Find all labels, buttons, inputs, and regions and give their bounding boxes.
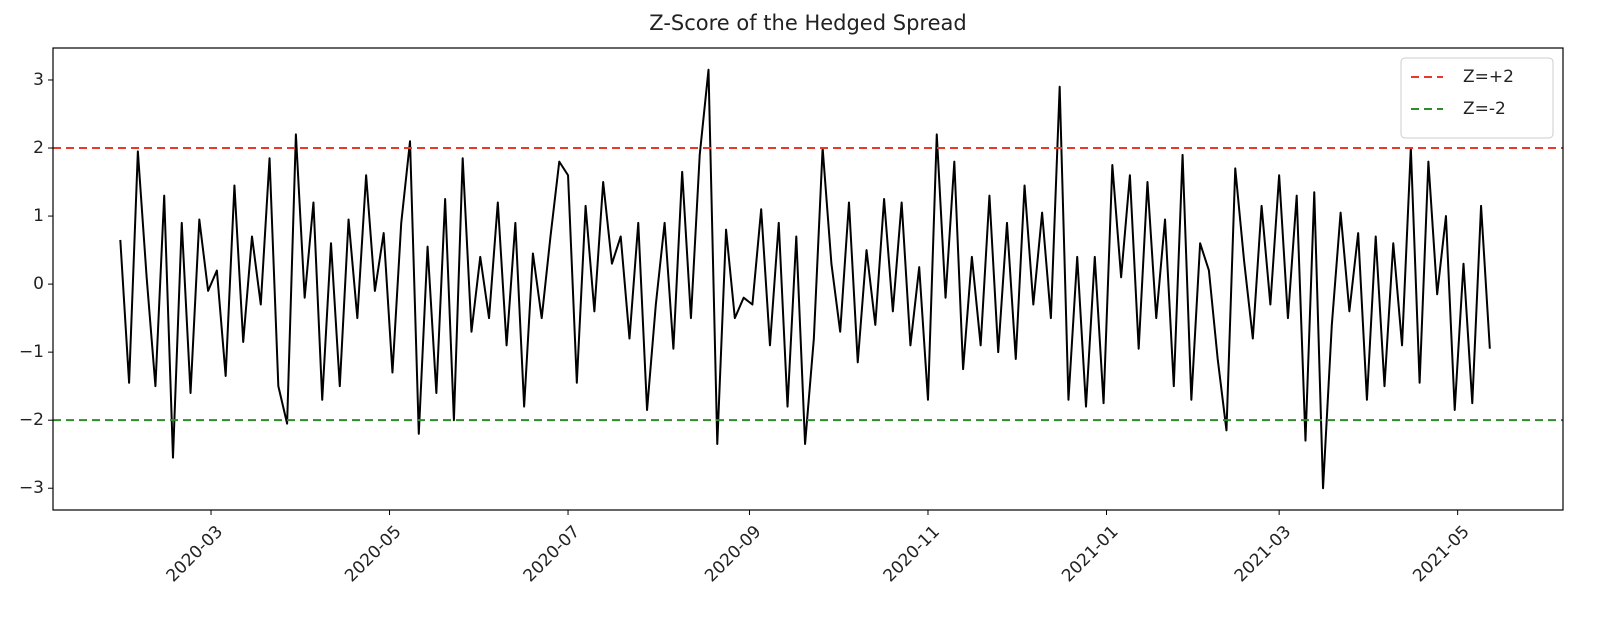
y-tick-label: −3 [19,478,44,498]
spread-line [119,68,1491,490]
y-tick-label: −2 [19,410,44,430]
x-tick-label: 2020-05 [341,522,405,586]
x-tick-label: 2020-09 [701,522,765,586]
legend-label: Z=-2 [1463,99,1506,119]
y-tick-label: 0 [33,274,44,294]
legend-label: Z=+2 [1463,67,1514,87]
y-tick-label: 1 [33,206,44,226]
x-tick-label: 2020-11 [880,522,944,586]
y-tick-label: −1 [19,342,44,362]
plot-frame [52,47,1564,511]
x-tick-label: 2021-01 [1058,522,1122,586]
y-tick-label: 3 [33,70,44,90]
x-tick-label: 2021-03 [1231,522,1295,586]
x-tick-label: 2021-05 [1409,522,1473,586]
x-tick-label: 2020-03 [163,522,227,586]
y-tick-label: 2 [33,138,44,158]
chart-title: Z-Score of the Hedged Spread [649,11,966,35]
x-tick-label: 2020-07 [520,522,584,586]
